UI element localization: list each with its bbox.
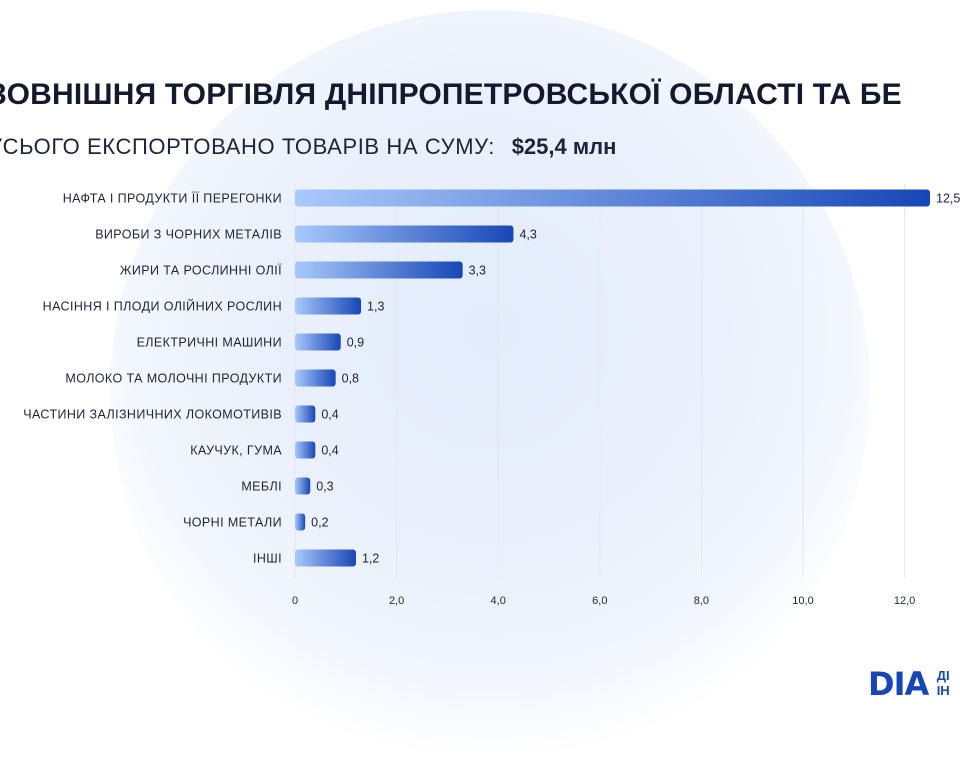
page-title: ЗОВНІШНЯ ТОРГІВЛЯ ДНІПРОПЕТРОВСЬКОЇ ОБЛА… [0, 78, 902, 111]
value-labels: 12,5 4,3 3,3 1,3 0,9 0,8 0,4 0,4 0,3 0,2 1,2 [311, 192, 960, 566]
value-label: 0,8 [342, 372, 359, 386]
bar [295, 405, 316, 423]
bar [295, 441, 316, 459]
category-label: НАСІННЯ І ПЛОДИ ОЛІЙНИХ РОСЛИН [43, 299, 282, 314]
category-label: НАФТА І ПРОДУКТИ ЇЇ ПЕРЕГОНКИ [63, 192, 282, 206]
value-label: 0,2 [311, 516, 328, 530]
bar [295, 261, 463, 279]
value-label: 0,4 [321, 408, 338, 422]
logo-text: ДІ ІН [937, 668, 950, 698]
x-tick-label: 12,0 [894, 595, 915, 607]
x-tick-label: 2,0 [389, 595, 404, 607]
bar [295, 189, 930, 207]
logo-text-line1: ДІ [936, 668, 950, 683]
x-tick-label: 6,0 [592, 595, 607, 607]
subtitle-text: УСЬОГО ЕКСПОРТОВАНО ТОВАРІВ НА СУМУ: [0, 134, 495, 159]
grid-lines [294, 184, 906, 578]
value-label: 0,3 [316, 480, 333, 494]
value-label: 1,2 [362, 552, 379, 566]
bar-chart: НАФТА І ПРОДУКТИ ЇЇ ПЕРЕГОНКИ ВИРОБИ З ЧО… [23, 184, 960, 607]
category-label: МЕБЛІ [241, 480, 282, 494]
category-label: ЕЛЕКТРИЧНІ МАШИНИ [137, 336, 282, 350]
x-tick-label: 10,0 [792, 595, 813, 607]
x-tick-label: 8,0 [694, 595, 709, 607]
logo-text-line2: ІН [936, 683, 950, 698]
value-label: 4,3 [519, 228, 536, 242]
category-label: ЖИРИ ТА РОСЛИННІ ОЛІЇ [120, 264, 282, 278]
bar [295, 513, 306, 531]
category-label: ЧАСТИНИ ЗАЛІЗНИЧНИХ ЛОКОМОТИВІВ [23, 408, 282, 422]
x-tick-label: 4,0 [491, 595, 506, 607]
x-axis-ticks: 0 2,0 4,0 6,0 8,0 10,0 12,0 [292, 595, 915, 607]
bar [295, 477, 311, 495]
value-label: 1,3 [367, 300, 384, 314]
bar [295, 333, 341, 351]
category-label: ВИРОБИ З ЧОРНИХ МЕТАЛІВ [95, 228, 282, 242]
page-subtitle: УСЬОГО ЕКСПОРТОВАНО ТОВАРІВ НА СУМУ: $25… [0, 134, 616, 160]
bar [295, 297, 362, 315]
category-label: МОЛОКО ТА МОЛОЧНІ ПРОДУКТИ [65, 372, 282, 386]
bar [295, 369, 336, 387]
dia-logo: DIA ДІ ІН [868, 664, 950, 704]
category-label: ЧОРНІ МЕТАЛИ [183, 516, 282, 530]
logo-mark: DIA [868, 665, 929, 703]
bar [295, 549, 356, 567]
x-tick-label: 0 [292, 595, 298, 607]
subtitle-amount: $25,4 млн [511, 134, 617, 159]
background-glow [110, 10, 870, 770]
category-label: ІНШІ [253, 552, 282, 566]
bars [295, 189, 930, 567]
category-label: КАУЧУК, ГУМА [190, 444, 282, 458]
bar [295, 225, 514, 243]
value-label: 3,3 [469, 264, 486, 278]
value-label: 0,4 [321, 444, 338, 458]
value-label: 0,9 [347, 336, 364, 350]
value-label: 12,5 [936, 192, 960, 206]
category-labels: НАФТА І ПРОДУКТИ ЇЇ ПЕРЕГОНКИ ВИРОБИ З ЧО… [23, 192, 282, 566]
